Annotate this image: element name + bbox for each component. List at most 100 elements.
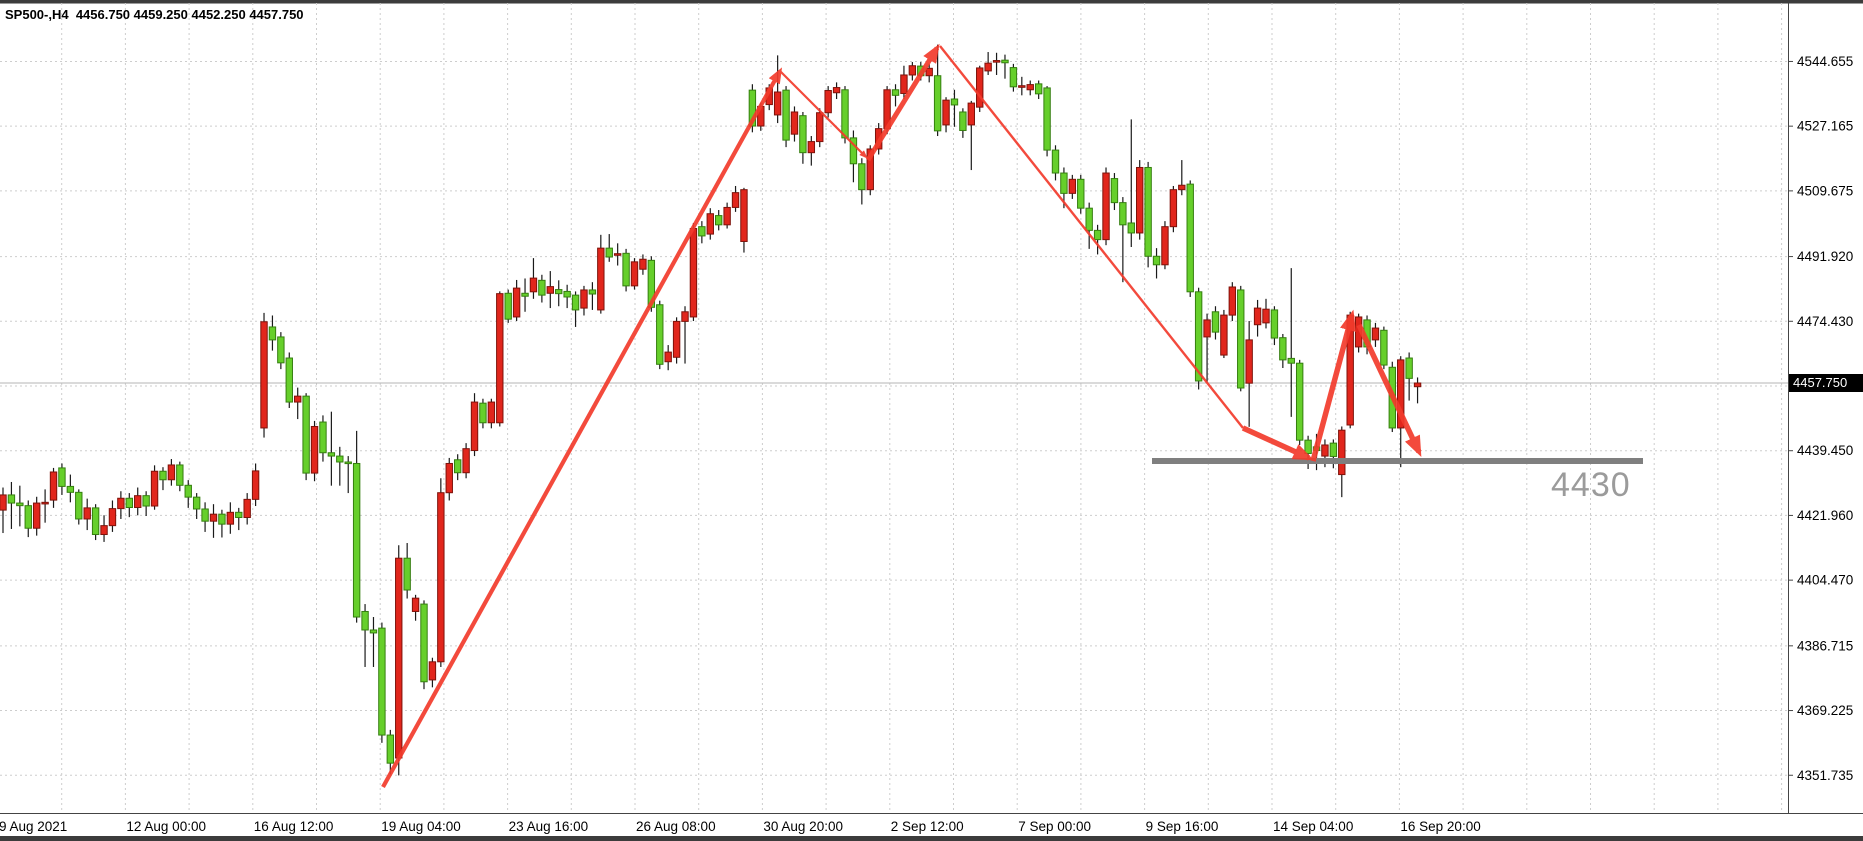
bear-candle bbox=[1380, 329, 1388, 366]
bear-candle bbox=[125, 497, 133, 509]
bull-candle bbox=[597, 247, 605, 311]
bear-candle bbox=[521, 292, 529, 297]
bear-candle bbox=[1093, 229, 1102, 241]
price-axis-label: 4404.470 bbox=[1797, 573, 1853, 588]
bull-candle bbox=[428, 661, 437, 681]
bear-candle bbox=[504, 292, 512, 320]
window-top-border bbox=[0, 0, 1863, 4]
bull-candle bbox=[1102, 172, 1110, 241]
time-axis-label: 16 Aug 12:00 bbox=[254, 819, 334, 834]
trend-arrow-trend-down-thin[interactable] bbox=[939, 45, 1244, 429]
bear-candle bbox=[1211, 311, 1220, 333]
bull-candle bbox=[411, 597, 420, 612]
bull-candle bbox=[925, 67, 933, 77]
bear-candle bbox=[1127, 222, 1135, 234]
bear-candle bbox=[386, 734, 395, 764]
price-axis-label: 4386.715 bbox=[1797, 638, 1853, 653]
bull-candle bbox=[580, 289, 588, 309]
bear-candle bbox=[369, 629, 378, 634]
trend-arrow-bounce-down[interactable] bbox=[1356, 323, 1422, 457]
bear-candle bbox=[656, 304, 664, 365]
bull-candle bbox=[445, 462, 453, 494]
bull-candle bbox=[967, 102, 975, 126]
price-axis-label: 4544.655 bbox=[1797, 54, 1853, 69]
bear-candle bbox=[1186, 183, 1194, 293]
bear-candle bbox=[698, 226, 706, 237]
bull-candle bbox=[1178, 184, 1186, 191]
time-axis-label: 9 Aug 2021 bbox=[0, 819, 67, 834]
bull-candle bbox=[942, 99, 950, 126]
current-price-box: 4457.750 bbox=[1789, 374, 1863, 392]
trend-arrow-bounce-up[interactable] bbox=[1310, 309, 1356, 462]
bear-candle bbox=[1051, 149, 1060, 174]
trend-arrows[interactable] bbox=[381, 43, 1422, 789]
bull-candle bbox=[437, 492, 445, 663]
price-axis-label: 4439.450 bbox=[1797, 443, 1853, 458]
bear-candle bbox=[1295, 362, 1304, 441]
bear-candle bbox=[142, 495, 150, 507]
bull-candle bbox=[32, 502, 41, 529]
bull-candle bbox=[816, 112, 824, 143]
bear-candle bbox=[58, 467, 66, 487]
bull-candle bbox=[1136, 166, 1144, 234]
bear-candle bbox=[176, 464, 184, 486]
bull-candle bbox=[294, 395, 302, 403]
bull-candle bbox=[529, 277, 538, 293]
bull-candle bbox=[731, 192, 740, 208]
bear-candle bbox=[453, 459, 462, 474]
bear-candle bbox=[933, 75, 942, 132]
time-axis-label: 2 Sep 12:00 bbox=[891, 819, 964, 834]
bull-candle bbox=[639, 258, 647, 270]
bull-candle bbox=[83, 507, 91, 520]
bull-candle bbox=[251, 470, 260, 500]
gridlines bbox=[0, 3, 1788, 813]
bear-candle bbox=[378, 627, 386, 736]
bear-candle bbox=[841, 89, 849, 139]
bear-candle bbox=[588, 289, 597, 295]
trend-arrow-pullback-1[interactable] bbox=[779, 70, 868, 159]
bear-candle bbox=[1077, 178, 1085, 209]
bull-candle bbox=[976, 67, 984, 108]
price-axis[interactable]: 4544.655 4527.165 4509.675 4491.920 4474.430… bbox=[1788, 54, 1853, 783]
bull-candle bbox=[832, 87, 841, 94]
bear-candle bbox=[91, 507, 100, 536]
bear-candle bbox=[849, 137, 858, 165]
bull-candle bbox=[108, 508, 117, 527]
bear-candle bbox=[1287, 357, 1295, 364]
bear-candle bbox=[555, 289, 563, 295]
trend-arrow-trend-up-2[interactable] bbox=[865, 43, 940, 162]
bear-candle bbox=[1152, 255, 1161, 266]
bear-candle bbox=[748, 89, 757, 127]
bear-candle bbox=[420, 603, 428, 683]
time-axis-label: 16 Sep 20:00 bbox=[1400, 819, 1480, 834]
bull-candle bbox=[546, 286, 554, 294]
bull-candle bbox=[866, 148, 874, 191]
bull-candle bbox=[209, 513, 218, 522]
time-axis[interactable]: 9 Aug 2021 12 Aug 00:00 16 Aug 12:00 19 Aug… bbox=[0, 819, 1481, 834]
bull-candle bbox=[773, 91, 782, 116]
bear-candle bbox=[715, 215, 723, 226]
candles bbox=[0, 44, 1422, 776]
chart-title: SP500-,H4 4456.750 4459.250 4452.250 445… bbox=[5, 7, 304, 22]
bear-candle bbox=[235, 511, 243, 518]
price-axis-label: 4509.675 bbox=[1797, 183, 1853, 198]
bull-candle bbox=[1169, 189, 1178, 228]
trend-arrow-trend-down-thick[interactable] bbox=[1241, 425, 1315, 461]
bull-candle bbox=[487, 401, 496, 424]
bear-candle bbox=[319, 421, 327, 454]
bull-candle bbox=[117, 497, 125, 510]
price-axis-label: 4351.735 bbox=[1797, 768, 1853, 783]
bull-candle bbox=[395, 557, 403, 759]
bull-candle bbox=[992, 60, 1001, 63]
bear-candle bbox=[479, 402, 487, 424]
bull-candle bbox=[1018, 85, 1026, 88]
price-axis-label: 4369.225 bbox=[1797, 703, 1853, 718]
bull-candle bbox=[790, 111, 799, 135]
bear-candle bbox=[1237, 289, 1245, 389]
bear-candle bbox=[1060, 172, 1068, 194]
trend-arrow-trend-up-1[interactable] bbox=[381, 67, 783, 789]
bear-candle bbox=[1009, 67, 1018, 88]
bull-candle bbox=[1413, 382, 1422, 388]
bear-candle bbox=[1001, 59, 1009, 64]
